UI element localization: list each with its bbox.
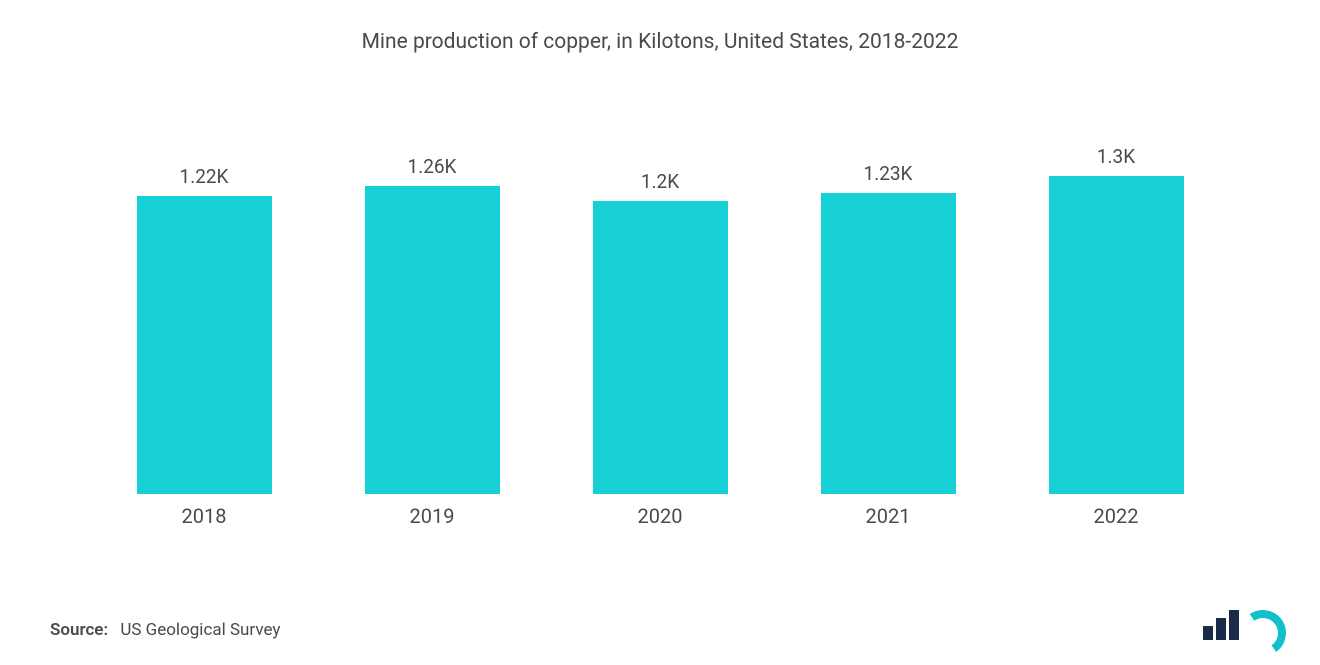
- bar-2018: [137, 196, 272, 494]
- plot-area: 1.22K 1.26K 1.2K 1.23K 1.3K: [50, 124, 1270, 494]
- logo-bar-icon: [1203, 626, 1213, 640]
- x-label: 2018: [134, 504, 274, 528]
- chart-title: Mine production of copper, in Kilotons, …: [50, 30, 1270, 54]
- x-label: 2019: [362, 504, 502, 528]
- x-label: 2022: [1046, 504, 1186, 528]
- chart-container: Mine production of copper, in Kilotons, …: [0, 0, 1320, 665]
- brand-logo-icon: [1203, 610, 1270, 640]
- value-label: 1.22K: [180, 165, 229, 188]
- x-axis: 2018 2019 2020 2021 2022: [50, 494, 1270, 528]
- value-label: 1.2K: [641, 170, 679, 193]
- logo-arc-icon: [1244, 610, 1270, 640]
- logo-bar-icon: [1229, 610, 1239, 640]
- bar-group: 1.22K: [134, 165, 274, 494]
- value-label: 1.26K: [408, 155, 457, 178]
- x-label: 2021: [818, 504, 958, 528]
- value-label: 1.3K: [1097, 145, 1135, 168]
- bar-group: 1.26K: [362, 155, 502, 494]
- bar-group: 1.23K: [818, 162, 958, 494]
- source-key: Source:: [50, 620, 108, 640]
- source-value: US Geological Survey: [120, 620, 280, 640]
- bar-2020: [593, 201, 728, 494]
- bar-2022: [1049, 176, 1184, 494]
- footer-row: Source: US Geological Survey: [50, 610, 1270, 640]
- bar-group: 1.3K: [1046, 145, 1186, 494]
- x-label: 2020: [590, 504, 730, 528]
- logo-bar-icon: [1216, 618, 1226, 640]
- bar-group: 1.2K: [590, 170, 730, 494]
- bar-2021: [821, 193, 956, 494]
- bar-2019: [365, 186, 500, 494]
- value-label: 1.23K: [864, 162, 913, 185]
- source-text: Source: US Geological Survey: [50, 620, 280, 640]
